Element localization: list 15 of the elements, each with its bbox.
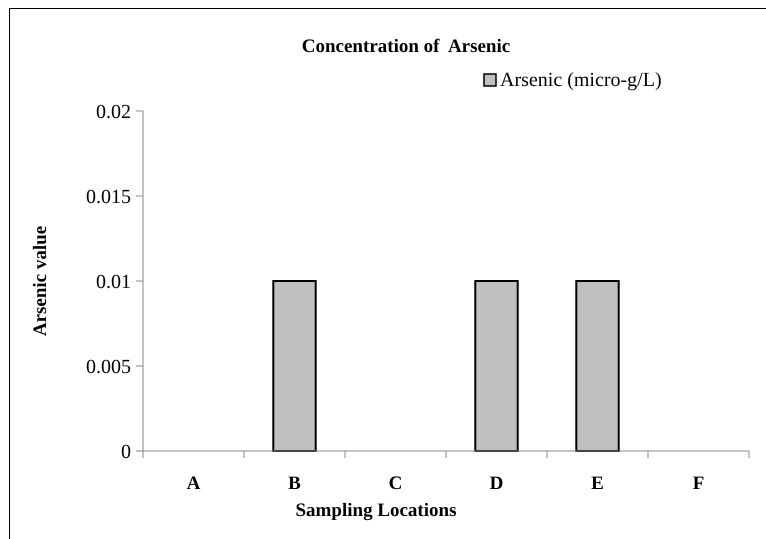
x-tick-label: E: [591, 473, 604, 494]
x-tick-label: B: [288, 473, 302, 494]
x-tick-label: C: [388, 473, 402, 494]
x-axis-title: Sampling Locations: [295, 500, 457, 521]
y-tick-label: 0.01: [96, 271, 131, 293]
y-tick-label: 0: [121, 441, 131, 463]
x-tick-label: A: [186, 473, 201, 494]
y-tick-label: 0.005: [86, 356, 131, 378]
chart-title: Concentration of Arsenic: [302, 36, 510, 57]
x-tick-label: D: [490, 473, 504, 494]
y-axis-title: Arsenic value: [30, 226, 51, 336]
legend-label: Arsenic (micro-g/L): [500, 69, 662, 91]
y-tick-label: 0.02: [96, 101, 131, 123]
x-tick-label: F: [692, 473, 704, 494]
y-tick-label: 0.015: [86, 186, 131, 208]
